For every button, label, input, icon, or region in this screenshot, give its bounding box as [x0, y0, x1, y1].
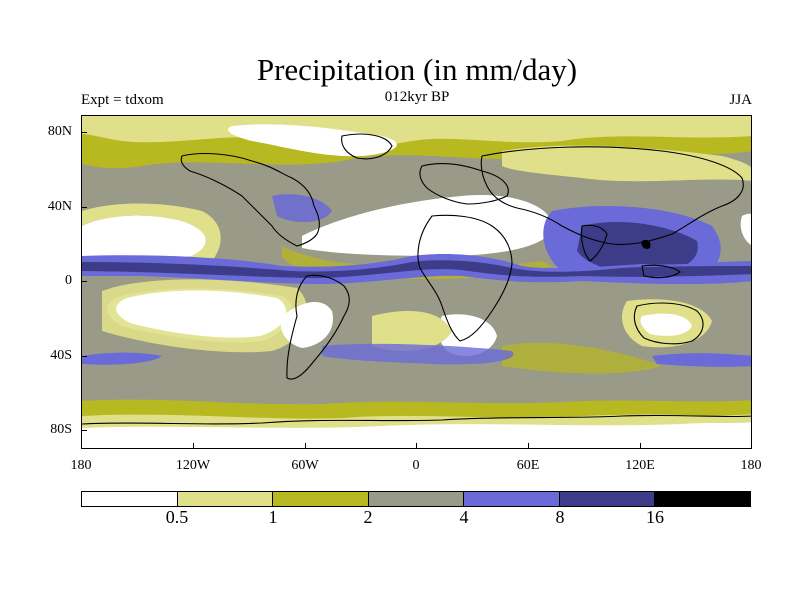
lat-tick	[81, 281, 87, 282]
colorbar-label: 2	[363, 507, 373, 527]
lat-label-40n: 40N	[47, 199, 72, 214]
lon-label-0: 0	[412, 458, 420, 473]
colorbar-swatch	[177, 492, 274, 506]
coast-antarctica	[82, 414, 751, 425]
field-white-spac-inner	[116, 290, 287, 338]
field-blue-sh-1	[82, 352, 162, 365]
field-white-southamerica	[280, 301, 333, 348]
lat-label-80s: 80S	[50, 422, 72, 437]
colorbar-swatch	[82, 492, 178, 506]
lat-tick	[81, 356, 87, 357]
colorbar-label: 8	[555, 507, 565, 527]
field-white-npac	[82, 215, 206, 259]
lon-label-180w: 180	[70, 458, 92, 473]
lon-label-60e: 60E	[516, 458, 540, 473]
field-ltyellow-npac	[82, 203, 221, 266]
field-dkblue-itcz	[82, 260, 751, 278]
coast-greenland	[341, 133, 393, 160]
lon-tick	[640, 443, 641, 449]
field-white-antarctic	[82, 422, 751, 448]
field-ltyellow-satl	[372, 311, 452, 351]
coast-europe	[419, 162, 509, 205]
lat-tick	[81, 430, 87, 431]
field-blue-sh-3	[652, 353, 751, 367]
lat-label-0: 0	[65, 273, 72, 288]
colorbar-swatch	[273, 492, 369, 506]
lon-label-120w: 120W	[175, 458, 211, 473]
coast-asia	[480, 146, 744, 245]
lat-tick	[81, 132, 87, 133]
lon-tick	[305, 443, 306, 449]
coast-maritime-continent	[641, 264, 681, 279]
colorbar-label: 4	[459, 507, 469, 527]
field-ltyellow-nasia	[502, 145, 751, 182]
coast-india	[580, 224, 608, 262]
colorbar-label: 0.5	[165, 507, 189, 527]
period-label: 012kyr BP	[384, 89, 450, 105]
field-blue-wnam	[272, 194, 332, 223]
lon-tick	[416, 443, 417, 449]
colorbar-label: 1	[268, 507, 278, 527]
field-blue-sh-2	[322, 343, 514, 365]
field-olive-sindian	[502, 342, 662, 374]
coast-australia	[633, 302, 704, 345]
colorbar-swatch	[368, 492, 465, 506]
lon-tick	[528, 443, 529, 449]
season-label: JJA	[729, 92, 752, 108]
lat-label-40s: 40S	[50, 348, 72, 363]
colorbar-swatch	[464, 492, 560, 506]
coastlines	[82, 133, 751, 425]
precipitation-map	[81, 115, 752, 449]
map-canvas	[82, 116, 751, 448]
coast-south-america	[286, 274, 350, 380]
colorbar-label: 16	[646, 507, 664, 527]
lat-label-80n: 80N	[47, 124, 72, 139]
field-white-natl-sahara	[302, 195, 552, 256]
colorbar	[81, 491, 751, 507]
lat-tick	[81, 207, 87, 208]
experiment-label: Expt = tdxom	[81, 92, 164, 108]
colorbar-swatch	[559, 492, 656, 506]
lon-tick	[193, 443, 194, 449]
coast-africa	[417, 214, 513, 342]
field-white-arctic	[228, 124, 397, 157]
map-title: Precipitation (in mm/day)	[256, 52, 578, 87]
lon-label-120e: 120E	[625, 458, 655, 473]
colorbar-swatch	[655, 492, 751, 506]
lon-label-60w: 60W	[291, 458, 319, 473]
field-ltyellow-arctic	[82, 116, 751, 148]
field-white-ne-pac	[740, 213, 751, 245]
coast-north-america	[180, 152, 320, 247]
lon-label-180e: 180	[740, 458, 762, 473]
field-white-australia	[640, 313, 692, 336]
